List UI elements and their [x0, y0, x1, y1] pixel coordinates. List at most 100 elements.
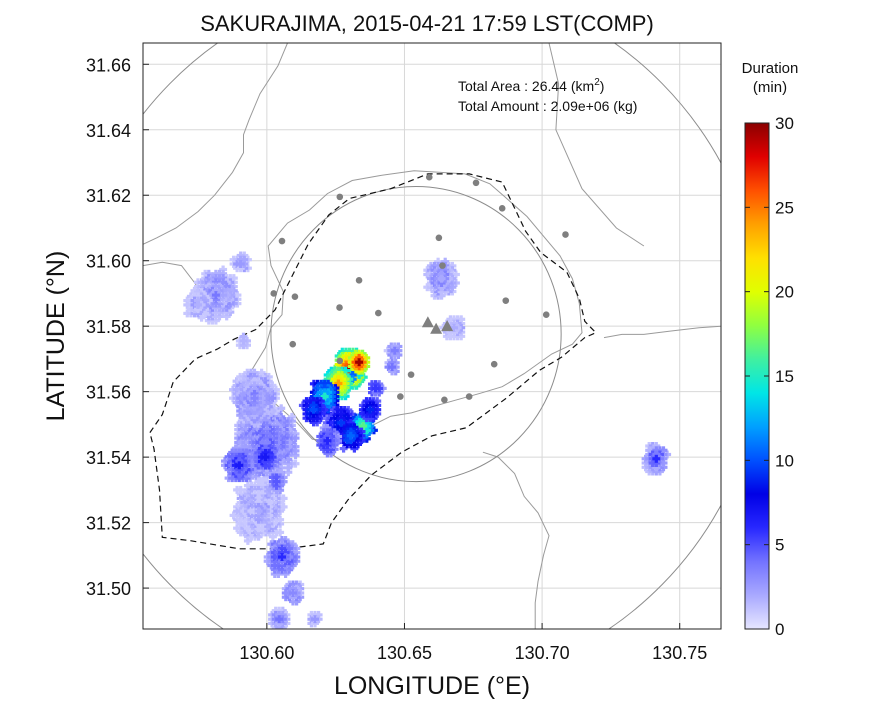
duration-pixel — [274, 473, 279, 482]
duration-pixel — [654, 450, 658, 459]
duration-pixel — [357, 353, 361, 362]
station-dot — [562, 231, 569, 238]
station-dot — [472, 179, 480, 187]
total-area-text: Total Area : 26.44 (km — [458, 78, 594, 94]
duration-pixel — [252, 394, 257, 403]
duration-pixel — [374, 380, 378, 389]
duration-pixel — [325, 445, 329, 454]
duration-pixel — [196, 292, 200, 301]
duration-pixel — [286, 468, 290, 477]
duration-cell — [221, 444, 258, 483]
duration-cell — [268, 606, 291, 629]
duration-pixel — [336, 375, 340, 384]
station-dot — [435, 234, 443, 242]
plot-background — [143, 43, 721, 629]
y-tick-label: 31.50 — [86, 579, 131, 599]
duration-pixel — [276, 570, 280, 578]
duration-pixel — [312, 409, 316, 418]
duration-pixel — [325, 436, 329, 445]
duration-pixel — [265, 421, 269, 430]
duration-cell — [229, 368, 280, 428]
duration-pixel — [286, 459, 290, 468]
duration-pixel — [323, 379, 327, 388]
y-axis-label: LATITUDE (°N) — [42, 251, 70, 422]
duration-pixel — [347, 369, 351, 377]
duration-pixel — [225, 312, 229, 321]
sakurajima-boundary — [149, 173, 597, 550]
duration-pixel — [214, 282, 218, 291]
duration-pixel — [313, 619, 317, 628]
duration-pixel — [277, 606, 281, 615]
duration-pixel — [280, 548, 284, 557]
duration-pixel — [265, 429, 269, 438]
duration-pixel — [263, 461, 268, 470]
crater-markers — [421, 316, 454, 334]
duration-pixel — [237, 465, 241, 474]
duration-pixel — [440, 270, 444, 279]
duration-cell — [307, 610, 323, 628]
duration-pixel — [368, 409, 372, 418]
duration-pixel — [257, 524, 261, 533]
duration-pixel — [291, 584, 295, 593]
station-dot — [291, 293, 299, 301]
total-area-unit-close: ) — [600, 78, 605, 94]
duration-pixel — [325, 424, 329, 432]
duration-pixel — [263, 440, 268, 449]
colorbar-ticks: 0 5 10 15 20 25 30 — [745, 114, 794, 639]
duration-pixel — [284, 570, 288, 578]
duration-pixel — [252, 377, 257, 386]
y-tick-label: 31.52 — [86, 514, 131, 534]
duration-pixel — [196, 305, 200, 314]
colorbar-tick-label: 0 — [775, 620, 784, 639]
x-ticks: 130.60 130.65 130.70 130.75 — [239, 623, 707, 663]
duration-pixel — [277, 610, 281, 619]
duration-pixel — [357, 358, 361, 367]
duration-cell — [235, 332, 251, 350]
duration-pixel — [323, 388, 327, 397]
duration-pixel — [312, 418, 316, 427]
duration-pixel — [235, 291, 239, 300]
duration-pixel — [440, 283, 444, 292]
duration-cell — [263, 536, 301, 578]
duration-pixel — [280, 557, 284, 566]
duration-pixel — [357, 362, 361, 371]
duration-pixel — [290, 412, 294, 421]
duration-pixel — [280, 561, 284, 570]
duration-pixel — [221, 265, 225, 274]
crater-triangle — [421, 316, 434, 328]
duration-pixel — [252, 419, 257, 428]
duration-pixel — [257, 528, 261, 537]
duration-cell — [268, 469, 288, 495]
duration-pixel — [252, 407, 257, 415]
duration-pixel — [393, 351, 397, 359]
x-tick-label: 130.60 — [239, 643, 294, 663]
duration-pixel — [257, 532, 261, 541]
station-dot — [425, 173, 433, 181]
x-axis-label: LONGITUDE (°E) — [334, 672, 530, 700]
duration-pixel — [280, 553, 284, 561]
duration-pixel — [654, 446, 658, 455]
duration-pixel — [368, 397, 372, 406]
duration-pixel — [390, 367, 394, 376]
duration-pixel — [214, 278, 218, 287]
duration-pixel — [214, 299, 218, 308]
y-ticks: 31.50 31.52 31.54 31.56 31.58 31.60 31.62 31.64… — [86, 55, 149, 599]
duration-pixel — [339, 418, 343, 427]
colorbar-tick-label: 25 — [775, 198, 794, 217]
duration-cell — [298, 397, 329, 427]
duration-pixel — [257, 490, 261, 499]
duration-pixel — [291, 593, 295, 602]
duration-pixel — [237, 452, 241, 461]
duration-pixel — [436, 257, 440, 266]
y-tick-label: 31.58 — [86, 317, 131, 337]
duration-pixel — [265, 468, 269, 477]
station-dot — [502, 297, 510, 304]
duration-pixel — [336, 371, 340, 379]
duration-pixel — [654, 467, 658, 476]
duration-pixel — [452, 315, 456, 324]
duration-pixel — [361, 417, 365, 426]
station-dot — [375, 309, 382, 317]
duration-pixel — [277, 619, 281, 628]
station-dot — [397, 393, 404, 400]
